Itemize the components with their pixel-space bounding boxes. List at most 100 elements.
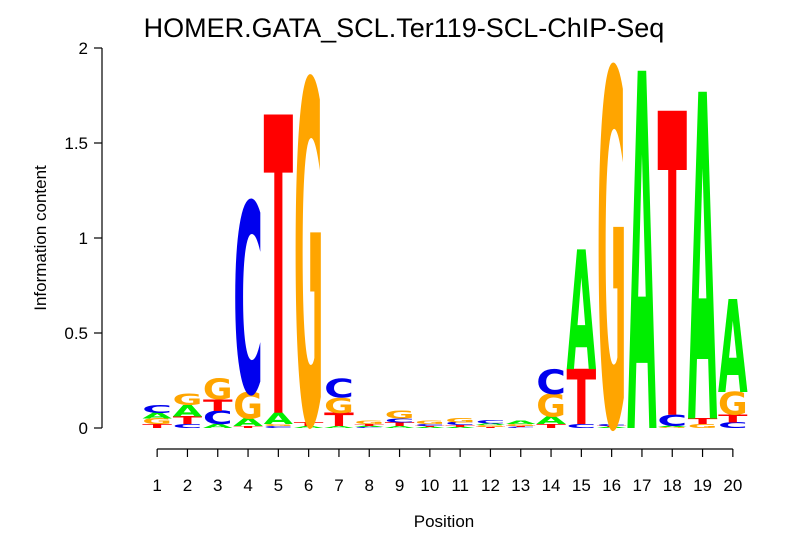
logo-letter-C: C <box>385 417 415 423</box>
x-axis: 1 2 3 4 5 6 7 8 9 10 11 12 13 14 15 16 17 18 19 20 <box>152 448 742 495</box>
x-axis-label: Position <box>414 512 474 531</box>
logo-letter-A: A <box>203 423 233 429</box>
y-tick-label: 1.5 <box>64 134 88 153</box>
logo-letter-T: T <box>476 427 506 429</box>
logo-letter-C: C <box>476 420 506 425</box>
logo-letter-T: T <box>142 423 172 429</box>
x-tick-label: 6 <box>304 476 313 495</box>
logo-letter-G: G <box>324 394 354 418</box>
x-tick-label: 13 <box>511 476 530 495</box>
y-tick-label: 0.5 <box>64 324 88 343</box>
logo-letter-T: T <box>506 426 536 428</box>
logo-letter-A: A <box>294 426 324 429</box>
logo-letter-A: A <box>354 426 384 427</box>
logo-letter-T: T <box>324 409 354 430</box>
x-tick-label: 15 <box>572 476 591 495</box>
logo-stack-17: A <box>627 0 657 544</box>
logo-letter-A: A <box>445 427 475 428</box>
x-tick-label: 10 <box>420 476 439 495</box>
y-axis-label: Information content <box>31 165 50 311</box>
x-tick-label: 1 <box>152 476 161 495</box>
logo-letter-G: G <box>688 423 718 429</box>
logo-letter-C: C <box>203 408 233 429</box>
x-tick-label: 7 <box>334 476 343 495</box>
logo-letter-C: C <box>718 421 748 430</box>
logo-stack-19: GTA <box>688 4 719 525</box>
logo-letter-G: G <box>657 427 687 429</box>
logo-letter-G: G <box>536 388 566 424</box>
logo-letter-A: A <box>657 426 687 427</box>
y-tick-label: 2 <box>79 39 88 58</box>
logo-letter-A: A <box>718 274 748 423</box>
logo-letter-T: T <box>688 417 719 426</box>
logo-letter-G: G <box>385 409 415 421</box>
logo-letter-T: T <box>536 423 566 429</box>
logo-letter-A: A <box>688 4 718 525</box>
x-tick-label: 18 <box>663 476 682 495</box>
logo-letter-A: A <box>173 402 203 420</box>
x-tick-label: 19 <box>693 476 712 495</box>
x-tick-label: 16 <box>602 476 621 495</box>
logo-letter-G: G <box>233 384 263 427</box>
logo-letter-A: A <box>627 0 657 544</box>
x-tick-label: 5 <box>274 476 283 495</box>
logo-letter-A: A <box>264 410 294 428</box>
x-tick-label: 8 <box>365 476 374 495</box>
x-tick-label: 20 <box>723 476 742 495</box>
logo-letter-T: T <box>233 426 263 429</box>
logo-letter-G: G <box>264 424 294 427</box>
logo-letter-C: C <box>536 362 566 402</box>
logo-letter-G: G <box>597 0 627 540</box>
x-tick-label: 11 <box>451 476 469 495</box>
logo-letter-T: T <box>718 413 748 425</box>
logo-letter-C: C <box>173 423 203 429</box>
logo-letter-A: A <box>415 427 445 428</box>
logo-letter-T: T <box>203 397 234 415</box>
x-tick-label: 14 <box>542 476 561 495</box>
logo-stack-6: ATG <box>294 0 324 534</box>
logo-letter-C: C <box>324 374 354 405</box>
logo-letter-C: C <box>567 423 597 429</box>
logo-letter-T: T <box>173 415 203 427</box>
logo-letter-A: A <box>385 426 415 429</box>
logo-stack-15: CTA <box>567 218 597 443</box>
logo-letter-C: C <box>445 421 475 426</box>
logo-letter-A: A <box>233 416 263 428</box>
y-axis: 0 0.5 1 1.5 2 <box>64 39 103 438</box>
logo-letter-G: G <box>476 425 506 428</box>
logo-letter-G: G <box>415 421 445 426</box>
logo-letter-A: A <box>536 415 566 427</box>
x-tick-label: 4 <box>243 476 252 495</box>
logo-letter-C: C <box>142 403 172 415</box>
logo-letter-T: T <box>294 421 324 427</box>
logo-letter-G: G <box>445 417 475 425</box>
logo-letter-A: A <box>324 426 354 429</box>
logo-letter-G: G <box>294 0 324 534</box>
logo-letter-G: G <box>142 417 172 426</box>
logo-letter-A: A <box>506 421 536 425</box>
y-tick-label: 0 <box>79 419 88 438</box>
logo-letter-T: T <box>415 426 445 428</box>
logo-letter-T: T <box>264 33 294 510</box>
logo-letter-A: A <box>567 218 597 409</box>
logo-letter-C: C <box>657 412 687 430</box>
x-tick-label: 12 <box>481 476 500 495</box>
logo-letter-G: G <box>173 391 203 410</box>
chart-title: HOMER.GATA_SCL.Ter119-SCL-ChIP-Seq <box>144 13 665 43</box>
logo-letter-T: T <box>385 421 415 427</box>
